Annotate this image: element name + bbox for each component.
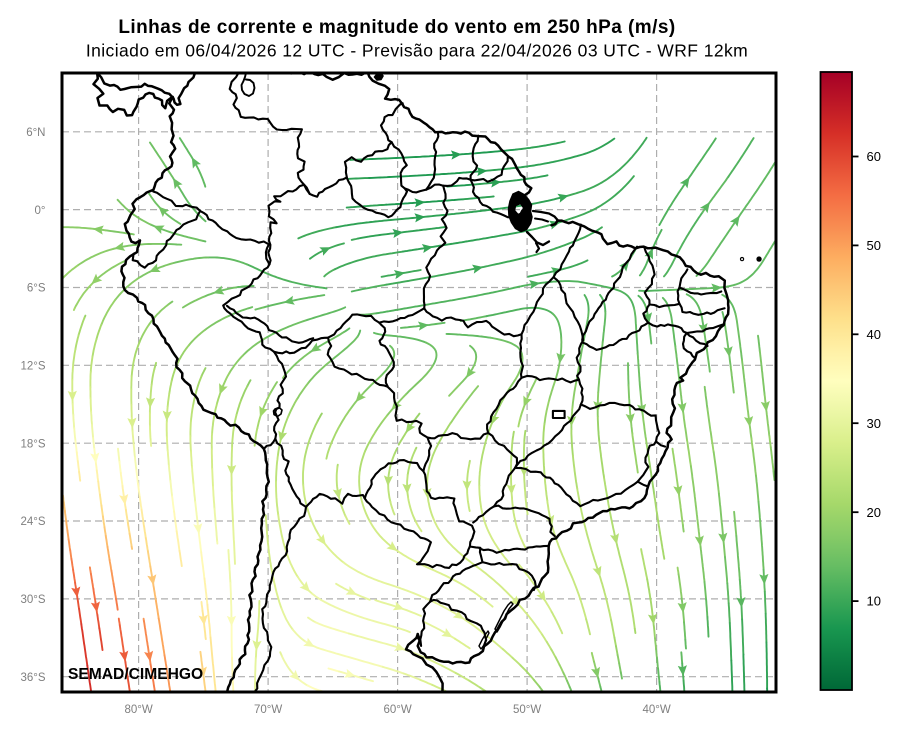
svg-text:40°W: 40°W — [642, 704, 670, 716]
svg-text:60°W: 60°W — [383, 704, 411, 716]
svg-text:40: 40 — [867, 327, 881, 342]
svg-text:0°: 0° — [35, 205, 46, 217]
svg-text:10: 10 — [867, 594, 881, 609]
svg-text:30°S: 30°S — [20, 594, 45, 606]
svg-text:18°S: 18°S — [20, 438, 45, 450]
svg-text:SEMAD/CIMEHGO: SEMAD/CIMEHGO — [68, 666, 203, 683]
svg-text:50°W: 50°W — [513, 704, 541, 716]
svg-text:50: 50 — [867, 238, 881, 253]
svg-text:24°S: 24°S — [20, 516, 45, 528]
svg-text:6°N: 6°N — [26, 127, 45, 139]
svg-text:Linhas de corrente e magnitude: Linhas de corrente e magnitude do vento … — [118, 17, 675, 38]
svg-text:30: 30 — [867, 416, 881, 431]
svg-text:Iniciado em 06/04/2026 12 UTC: Iniciado em 06/04/2026 12 UTC - Previsão… — [86, 41, 748, 61]
svg-text:60: 60 — [867, 149, 881, 164]
svg-text:20: 20 — [867, 505, 881, 520]
svg-text:12°S: 12°S — [20, 361, 45, 373]
svg-text:6°S: 6°S — [27, 283, 46, 295]
svg-text:80°W: 80°W — [124, 704, 152, 716]
svg-text:36°S: 36°S — [20, 672, 45, 684]
svg-text:70°W: 70°W — [254, 704, 282, 716]
